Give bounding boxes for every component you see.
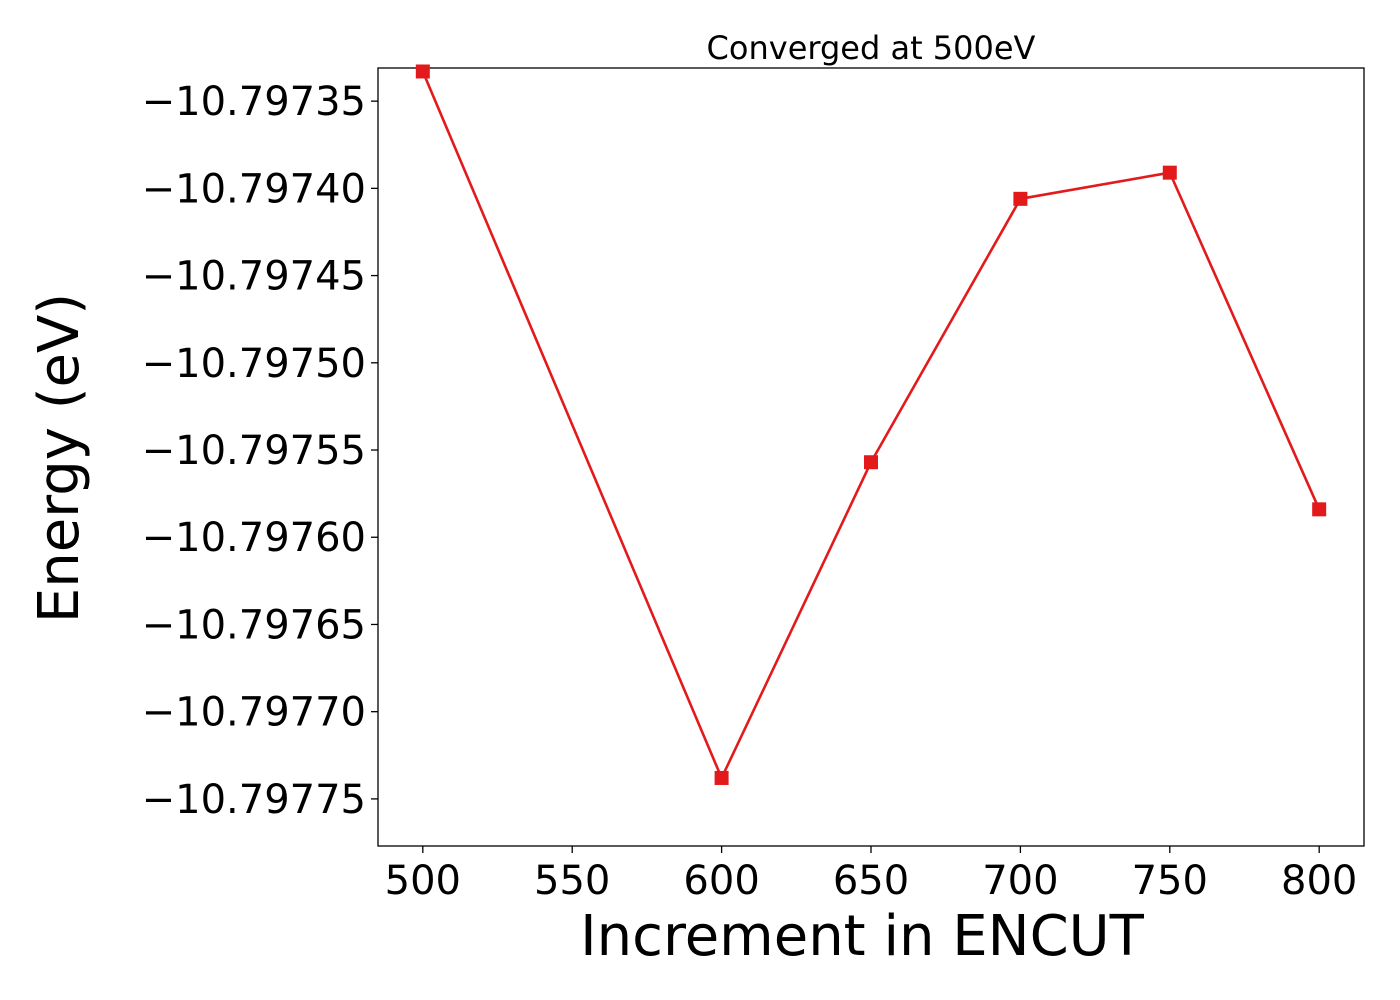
y-axis: −10.79735 −10.79740 −10.79745 −10.79750 −10.… bbox=[142, 79, 378, 823]
y-axis-title: Energy (eV) bbox=[27, 293, 92, 623]
y-tick-label: −10.79740 bbox=[142, 166, 366, 212]
y-tick-label: −10.79775 bbox=[142, 777, 366, 823]
data-point bbox=[415, 64, 430, 79]
data-point bbox=[1312, 502, 1327, 517]
y-tick-label: −10.79755 bbox=[142, 428, 366, 474]
data-point bbox=[1162, 165, 1177, 180]
x-tick-label: 750 bbox=[1132, 858, 1208, 904]
x-tick-label: 700 bbox=[982, 858, 1058, 904]
series-line bbox=[421, 70, 1321, 780]
x-axis: 500 550 600 650 700 750 800 bbox=[385, 846, 1357, 904]
x-tick-label: 500 bbox=[385, 858, 461, 904]
data-point bbox=[714, 770, 729, 785]
y-tick-label: −10.79750 bbox=[142, 341, 366, 387]
x-tick-label: 550 bbox=[534, 858, 610, 904]
y-tick-label: −10.79765 bbox=[142, 602, 366, 648]
x-tick-label: 800 bbox=[1281, 858, 1357, 904]
chart-title: Converged at 500eV bbox=[707, 29, 1036, 67]
x-axis-title: Increment in ENCUT bbox=[580, 904, 1145, 969]
y-tick-label: −10.79770 bbox=[142, 690, 366, 736]
x-tick-label: 650 bbox=[833, 858, 909, 904]
data-point bbox=[864, 455, 878, 470]
data-point bbox=[1013, 191, 1028, 206]
y-tick-label: −10.79745 bbox=[142, 254, 366, 300]
x-tick-label: 600 bbox=[683, 858, 759, 904]
series-energy bbox=[415, 64, 1327, 785]
y-tick-label: −10.79735 bbox=[142, 79, 366, 125]
y-tick-label: −10.79760 bbox=[142, 515, 366, 561]
